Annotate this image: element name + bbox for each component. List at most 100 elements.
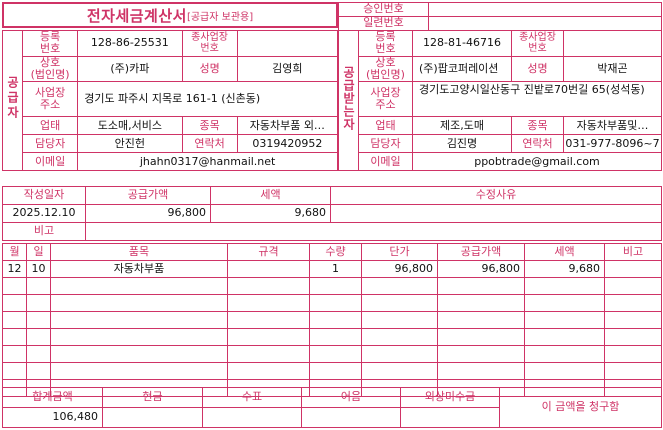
remark-value[interactable]	[85, 222, 662, 241]
check-value[interactable]	[202, 407, 302, 428]
item-name[interactable]: 자동차부품	[50, 260, 228, 278]
item-name[interactable]	[50, 328, 228, 346]
buyer-manager-value[interactable]: 김진명	[412, 134, 512, 154]
item-day[interactable]: 10	[26, 260, 51, 278]
item-tax[interactable]	[524, 328, 605, 346]
item-note[interactable]	[604, 311, 662, 329]
cash-value[interactable]	[102, 407, 203, 428]
item-day[interactable]	[26, 328, 51, 346]
col-header-price: 단가	[361, 243, 438, 261]
item-month[interactable]	[2, 328, 27, 346]
supplier-biztype-value[interactable]: 도소매,서비스	[77, 116, 183, 136]
supplier-phone-value[interactable]: 0319420952	[236, 134, 339, 154]
item-qty[interactable]: 1	[309, 260, 362, 278]
item-note[interactable]	[604, 362, 662, 380]
item-month[interactable]	[2, 345, 27, 363]
item-note[interactable]	[604, 328, 662, 346]
item-tax[interactable]	[524, 277, 605, 295]
item-spec[interactable]	[227, 260, 310, 278]
item-name[interactable]	[50, 362, 228, 380]
item-day[interactable]	[26, 345, 51, 363]
issue-date-value[interactable]: 2025.12.10	[2, 204, 86, 223]
item-month[interactable]	[2, 311, 27, 329]
buyer-biztype-value[interactable]: 제조,도매	[412, 116, 512, 136]
item-price[interactable]	[361, 328, 438, 346]
supplier-name-value[interactable]: 김영희	[236, 55, 339, 83]
item-month[interactable]	[2, 294, 27, 312]
item-spec[interactable]	[227, 328, 310, 346]
supplier-email-value[interactable]: jhahn0317@hanmail.net	[77, 152, 338, 172]
item-qty[interactable]	[309, 277, 362, 295]
item-supply[interactable]: 96,800	[437, 260, 525, 278]
item-price[interactable]	[361, 294, 438, 312]
item-price[interactable]	[361, 277, 438, 295]
item-spec[interactable]	[227, 294, 310, 312]
total-amount-value[interactable]: 106,480	[2, 407, 103, 428]
item-qty[interactable]	[309, 311, 362, 329]
item-supply[interactable]	[437, 277, 525, 295]
item-qty[interactable]	[309, 345, 362, 363]
item-name[interactable]	[50, 345, 228, 363]
item-spec[interactable]	[227, 311, 310, 329]
supplier-sub-biz-value[interactable]	[236, 30, 339, 57]
supplier-reg-no-value[interactable]: 128-86-25531	[77, 30, 183, 57]
item-price[interactable]	[361, 311, 438, 329]
supply-amount-value[interactable]: 96,800	[85, 204, 211, 223]
item-day[interactable]	[26, 362, 51, 380]
buyer-phone-label: 연락처	[511, 134, 564, 154]
item-day[interactable]	[26, 311, 51, 329]
buyer-email-value[interactable]: ppobtrade@gmail.com	[412, 152, 662, 172]
item-price[interactable]	[361, 362, 438, 380]
item-note[interactable]	[604, 260, 662, 278]
item-tax[interactable]	[524, 294, 605, 312]
approval-no-value[interactable]	[428, 2, 662, 17]
supplier-item-value[interactable]: 자동차부품 외…	[236, 116, 339, 136]
item-name[interactable]	[50, 294, 228, 312]
item-month[interactable]	[2, 277, 27, 295]
item-spec[interactable]	[227, 362, 310, 380]
item-month[interactable]: 12	[2, 260, 27, 278]
supplier-address-value[interactable]: 경기도 파주시 지목로 161-1 (신촌동)	[77, 81, 338, 118]
amend-reason-value[interactable]	[330, 204, 662, 223]
supplier-phone-label: 연락처	[181, 134, 238, 154]
item-supply[interactable]	[437, 362, 525, 380]
item-price[interactable]: 96,800	[361, 260, 438, 278]
buyer-item-value[interactable]: 자동차부품및…	[563, 116, 662, 136]
item-qty[interactable]	[309, 362, 362, 380]
supplier-manager-value[interactable]: 안진헌	[77, 134, 183, 154]
item-day[interactable]	[26, 277, 51, 295]
item-day[interactable]	[26, 294, 51, 312]
item-price[interactable]	[361, 345, 438, 363]
item-qty[interactable]	[309, 328, 362, 346]
buyer-address-value[interactable]: 경기도고양시일산동구 진밭로70번길 65(성석동)	[412, 81, 662, 118]
item-name[interactable]	[50, 311, 228, 329]
item-supply[interactable]	[437, 294, 525, 312]
item-spec[interactable]	[227, 345, 310, 363]
item-tax[interactable]	[524, 311, 605, 329]
item-spec[interactable]	[227, 277, 310, 295]
supplier-company-value[interactable]: (주)카파	[77, 55, 183, 83]
bill-value[interactable]	[301, 407, 401, 428]
table-row: 상호 (법인명) (주)카파 성명 김영희	[3, 55, 339, 83]
item-month[interactable]	[2, 362, 27, 380]
buyer-sub-biz-value[interactable]	[563, 30, 662, 57]
item-note[interactable]	[604, 345, 662, 363]
item-tax[interactable]	[524, 345, 605, 363]
item-supply[interactable]	[437, 311, 525, 329]
item-supply[interactable]	[437, 328, 525, 346]
item-note[interactable]	[604, 294, 662, 312]
item-name[interactable]	[50, 277, 228, 295]
item-supply[interactable]	[437, 345, 525, 363]
buyer-name-value[interactable]: 박재곤	[563, 55, 662, 83]
buyer-company-value[interactable]: (주)팝코퍼레이션	[412, 55, 512, 83]
item-tax[interactable]	[524, 362, 605, 380]
tax-amount-value[interactable]: 9,680	[210, 204, 331, 223]
supplier-side-label: 공급자	[1, 29, 24, 172]
buyer-reg-no-value[interactable]: 128-81-46716	[412, 30, 512, 57]
item-qty[interactable]	[309, 294, 362, 312]
credit-value[interactable]	[400, 407, 500, 428]
item-tax[interactable]: 9,680	[524, 260, 605, 278]
buyer-phone-value[interactable]: 031-977-8096~7	[563, 134, 662, 154]
serial-no-value[interactable]	[428, 16, 662, 31]
item-note[interactable]	[604, 277, 662, 295]
